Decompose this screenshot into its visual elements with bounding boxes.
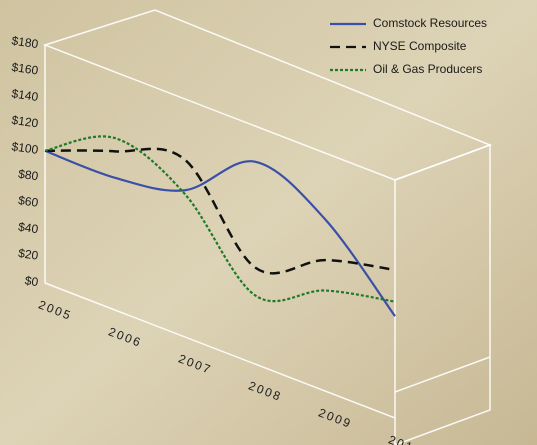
series-line <box>44 147 396 275</box>
y-tick-label: $160 <box>11 60 40 78</box>
y-tick-label: $100 <box>11 139 40 157</box>
y-tick-label: $80 <box>17 167 39 184</box>
series-line <box>44 135 396 303</box>
y-tick-label: $180 <box>11 34 40 52</box>
box-frame <box>42 9 493 445</box>
y-tick-label: $40 <box>17 220 39 237</box>
legend-label: Comstock Resources <box>373 16 487 30</box>
y-tick-label: $140 <box>11 86 40 104</box>
y-tick-label: $60 <box>17 193 39 210</box>
legend-label: Oil & Gas Producers <box>373 62 482 76</box>
y-tick-label: $120 <box>11 113 40 131</box>
y-tick-label: $0 <box>24 273 39 289</box>
legend-label: NYSE Composite <box>373 39 467 53</box>
y-tick-label: $20 <box>17 246 39 263</box>
series-line <box>44 149 396 317</box>
